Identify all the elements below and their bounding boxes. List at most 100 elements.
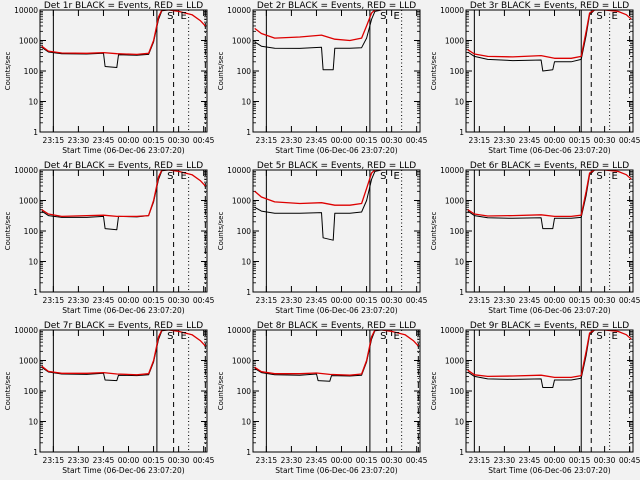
y-tick-label: 1 <box>33 448 38 457</box>
plot-frame <box>252 9 421 133</box>
detector-panel: Det 3r BLACK = Events, RED = LLD Counts/s… <box>430 1 640 155</box>
y-axis-label: Counts/sec <box>430 212 438 251</box>
x-tick-label: 00:15 <box>569 136 591 145</box>
x-tick-label: 00:00 <box>331 136 353 145</box>
y-tick-label: 10 <box>454 98 464 107</box>
x-tick-label: 23:15 <box>256 136 278 145</box>
x-tick-label: 23:15 <box>256 456 278 465</box>
lld-series-line <box>41 330 206 376</box>
lld-series-line <box>41 10 206 56</box>
y-tick-label: 1 <box>246 128 251 137</box>
y-axis-label: Counts/sec <box>217 52 225 91</box>
x-tick-label: 00:15 <box>569 296 591 305</box>
x-tick-label: 23:45 <box>93 456 115 465</box>
y-tick-label: 10000 <box>14 166 38 175</box>
detector-panel: Det 1r BLACK = Events, RED = LLD Counts/s… <box>4 1 215 155</box>
x-tick-label: 00:30 <box>381 456 403 465</box>
y-tick-label: 1 <box>33 288 38 297</box>
y-tick-label: 100 <box>237 387 252 396</box>
y-tick-label: 100 <box>237 227 252 236</box>
mode-letter: E <box>611 171 617 182</box>
detector-panel: Det 4r BLACK = Events, RED = LLD Counts/s… <box>4 161 215 315</box>
y-tick-label: 10 <box>454 258 464 267</box>
y-tick-label: 100 <box>237 67 252 76</box>
mode-letter: S <box>596 331 602 342</box>
x-tick-label: 23:30 <box>68 456 90 465</box>
plot-frame <box>252 329 421 453</box>
x-axis-label: Start Time (06-Dec-06 23:07:20) <box>488 306 610 315</box>
y-tick-label: 1 <box>459 288 464 297</box>
x-tick-label: 23:15 <box>256 296 278 305</box>
x-tick-label: 00:45 <box>406 456 428 465</box>
detector-panel: Det 5r BLACK = Events, RED = LLD Counts/s… <box>217 161 428 315</box>
y-axis-label: Counts/sec <box>4 372 12 411</box>
y-tick-label: 10 <box>241 418 251 427</box>
y-tick-label: 1000 <box>232 357 251 366</box>
x-tick-label: 00:15 <box>143 136 165 145</box>
y-axis-label: Counts/sec <box>430 52 438 91</box>
y-tick-label: 1000 <box>445 37 464 46</box>
x-tick-label: 00:30 <box>168 456 190 465</box>
y-tick-label: 1000 <box>19 357 38 366</box>
detector-panel: Det 8r BLACK = Events, RED = LLD Counts/s… <box>217 321 428 475</box>
x-tick-label: 00:00 <box>544 296 566 305</box>
x-tick-label: 23:30 <box>494 296 516 305</box>
plot-frame <box>39 329 208 453</box>
x-tick-label: 00:15 <box>356 136 378 145</box>
y-axis-label: Counts/sec <box>4 52 12 91</box>
x-tick-label: 00:15 <box>143 456 165 465</box>
x-tick-label: 00:15 <box>356 456 378 465</box>
x-tick-label: 00:00 <box>544 456 566 465</box>
panel-title: Det 3r BLACK = Events, RED = LLD <box>470 1 629 11</box>
mode-letter: S <box>596 11 602 22</box>
x-axis-label: Start Time (06-Dec-06 23:07:20) <box>488 146 610 155</box>
panel-title: Det 8r BLACK = Events, RED = LLD <box>257 321 416 331</box>
y-tick-label: 10000 <box>227 166 251 175</box>
y-tick-label: 1000 <box>232 197 251 206</box>
y-tick-label: 10000 <box>440 166 464 175</box>
events-series-line <box>467 330 595 388</box>
mode-letter: E <box>180 11 186 22</box>
y-axis-label: Counts/sec <box>217 372 225 411</box>
detector-panel: Det 7r BLACK = Events, RED = LLD Counts/s… <box>4 321 215 475</box>
x-tick-label: 00:30 <box>168 136 190 145</box>
x-tick-label: 00:15 <box>143 296 165 305</box>
plot-frame <box>39 9 208 133</box>
mode-letter: S <box>167 11 173 22</box>
plot-frame <box>252 169 421 293</box>
x-tick-label: 00:15 <box>356 296 378 305</box>
x-tick-label: 23:45 <box>519 296 541 305</box>
panel-title: Det 9r BLACK = Events, RED = LLD <box>470 321 629 331</box>
mode-letter: E <box>393 171 399 182</box>
x-tick-label: 23:45 <box>519 456 541 465</box>
y-tick-label: 10000 <box>440 6 464 15</box>
x-tick-label: 00:30 <box>594 296 616 305</box>
y-tick-label: 1 <box>459 448 464 457</box>
y-axis-label: Counts/sec <box>430 372 438 411</box>
lld-series-line <box>254 330 419 376</box>
x-tick-label: 23:30 <box>281 296 303 305</box>
x-tick-label: 00:45 <box>193 136 215 145</box>
y-tick-label: 100 <box>24 387 39 396</box>
y-tick-label: 1 <box>246 448 251 457</box>
mode-letter: S <box>380 331 386 342</box>
x-axis-label: Start Time (06-Dec-06 23:07:20) <box>488 466 610 475</box>
x-tick-label: 23:45 <box>93 296 115 305</box>
x-tick-label: 23:15 <box>43 296 65 305</box>
x-axis-label: Start Time (06-Dec-06 23:07:20) <box>62 466 184 475</box>
y-tick-label: 10000 <box>227 326 251 335</box>
y-tick-label: 1 <box>459 128 464 137</box>
x-tick-label: 23:45 <box>93 136 115 145</box>
x-tick-label: 00:45 <box>406 136 428 145</box>
x-tick-label: 00:45 <box>619 296 640 305</box>
events-series-line <box>467 170 595 230</box>
x-tick-label: 00:30 <box>381 136 403 145</box>
y-tick-label: 1000 <box>445 197 464 206</box>
plot-frame <box>465 329 634 453</box>
x-tick-label: 00:45 <box>619 456 640 465</box>
panel-title: Det 7r BLACK = Events, RED = LLD <box>44 321 203 331</box>
panel-title: Det 4r BLACK = Events, RED = LLD <box>44 161 203 171</box>
events-series-line <box>41 170 169 231</box>
x-tick-label: 00:45 <box>193 456 215 465</box>
